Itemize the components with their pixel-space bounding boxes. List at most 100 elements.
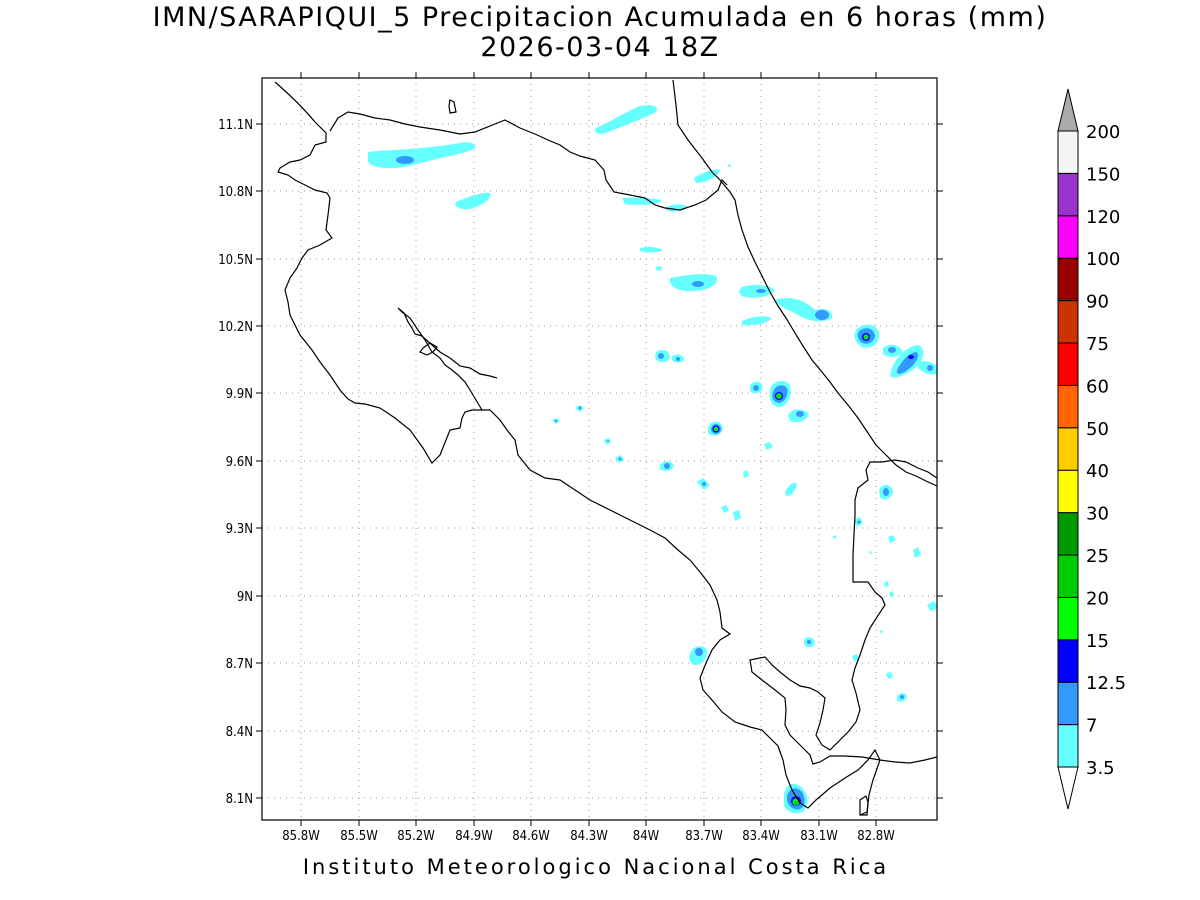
precip-area [852,654,859,662]
colorbar-swatch [1057,427,1079,471]
precip-area [743,470,749,478]
precip-area [888,535,896,543]
colorbar-swatch [1057,596,1079,641]
lat-tick-label: 8.7N [226,657,253,672]
precip-core [658,353,664,359]
precip-area [622,197,662,205]
colorbar-bottom-triangle [1057,766,1079,810]
precip-heavy [715,428,717,430]
precip-core [807,640,811,644]
precipitation-field [368,105,937,814]
precip-heavy [794,801,798,805]
precip-core [857,520,861,524]
colorbar-swatch [1057,469,1079,514]
precip-area [742,316,772,326]
map-title: IMN/SARAPIQUI_5 Precipitacion Acumulada … [152,2,1048,33]
colorbar-label: 50 [1086,419,1109,440]
lon-tick-label: 84.6W [512,829,550,844]
precip-core [900,695,904,699]
precip-core [554,419,558,423]
precip-area [656,266,662,271]
colorbar-label: 75 [1086,334,1109,355]
precip-heavy [908,355,914,359]
colorbar-label: 120 [1086,207,1120,228]
colorbar-swatch [1057,384,1079,429]
precip-area [832,535,836,539]
lon-tick-label: 83.1W [800,829,838,844]
precip-area [595,105,658,134]
colorbar-label: 200 [1086,122,1120,143]
axis-ticks [256,72,943,826]
southern-stub [859,795,869,816]
lat-tick-label: 9.6N [226,455,253,470]
colorbar-label: 60 [1086,376,1109,397]
colorbar-swatch [1057,300,1079,344]
colorbar-label: 7 [1086,716,1097,737]
precip-area [666,204,688,212]
precip-core [664,463,670,469]
precip-core [396,156,414,164]
precip-area [721,505,729,513]
lat-tick-label: 9.3N [226,522,253,537]
colorbar-label: 30 [1086,504,1109,525]
precip-core [702,482,706,486]
colorbar-swatch [1057,681,1079,726]
precip-area [764,442,773,450]
colorbar-swatch [1057,342,1079,386]
coastlines [274,79,937,816]
precip-core [883,488,889,496]
colorbar-swatch [1057,130,1079,174]
precip-core [692,281,704,287]
precip-core [607,440,609,442]
colorbar-swatch [1057,639,1079,683]
northern-border [329,111,728,211]
gridlines [262,78,937,820]
colorbar-label: 12.5 [1086,673,1126,694]
precip-area [640,246,663,253]
precip-core [927,365,933,371]
lon-tick-label: 85.5W [340,829,378,844]
panama-border [749,459,937,765]
colorbar-label: 20 [1086,588,1109,609]
map-frame [261,77,938,821]
precip-core [578,406,582,410]
colorbar: 3.5 7 12.5 15 20 25 30 40 50 60 75 90 100 120 150 200 [1057,88,1126,810]
precip-area [868,551,872,555]
precip-core [815,310,829,320]
colorbar-swatch [1057,554,1079,598]
map-datetime: 2026-03-04 18Z [480,32,720,63]
lon-tick-label: 84.3W [570,829,608,844]
precip-core [888,347,896,353]
precip-area [727,164,731,168]
lat-tick-label: 8.4N [226,725,253,740]
precip-area [785,482,797,497]
lon-tick-label: 85.2W [397,829,435,844]
lon-tick-label: 84W [633,829,660,844]
lat-axis: 11.1N 10.8N 10.5N 10.2N 9.9N 9.6N 9.3N 9… [218,118,253,807]
precip-area [889,591,894,597]
lat-tick-label: 10.8N [218,185,253,200]
colorbar-label: 100 [1086,249,1120,270]
footer-credit: Instituto Meteorologico Nacional Costa R… [302,855,890,879]
lon-tick-label: 83.7W [685,829,723,844]
precip-area [927,601,937,611]
precip-area [913,547,921,558]
precip-area [884,581,889,587]
precip-heavy [864,335,868,339]
pacific-coast [347,307,881,816]
precip-area [886,672,893,679]
precip-area [368,142,476,169]
lat-tick-label: 10.5N [218,253,253,268]
colorbar-label: 40 [1086,461,1109,482]
lat-tick-label: 10.2N [218,320,253,335]
colorbar-label: 3.5 [1086,758,1115,779]
lon-axis: 85.8W 85.5W 85.2W 84.9W 84.6W 84.3W 84W … [282,829,895,844]
lon-tick-label: 85.8W [282,829,320,844]
colorbar-label: 15 [1086,631,1109,652]
caribbean-coast [672,79,937,487]
precip-core [756,289,766,293]
colorbar-top-triangle [1057,88,1079,132]
precip-core [695,648,703,656]
nicoya-inner [419,342,438,356]
